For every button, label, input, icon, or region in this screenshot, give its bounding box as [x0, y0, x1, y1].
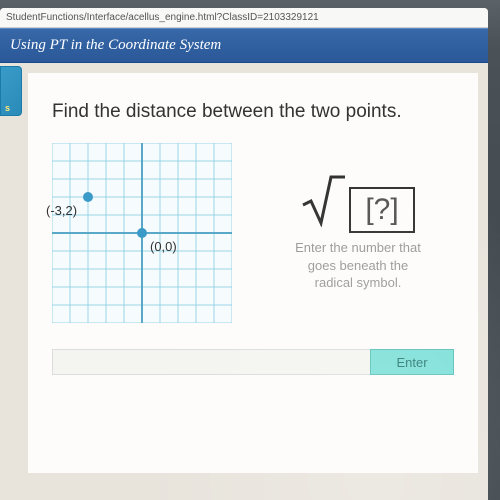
url-bar: StudentFunctions/Interface/acellus_engin…	[0, 8, 488, 28]
point-label: (-3,2)	[46, 203, 77, 218]
grid-svg	[52, 143, 232, 323]
radical-expression: [?]	[301, 171, 414, 227]
screen: StudentFunctions/Interface/acellus_engin…	[0, 8, 488, 500]
coordinate-grid: (-3,2)(0,0)	[52, 143, 232, 323]
radical-icon	[301, 171, 345, 227]
radical-panel: [?] Enter the number that goes beneath t…	[262, 143, 454, 292]
enter-button[interactable]: Enter	[370, 349, 454, 375]
hint-line-3: radical symbol.	[315, 275, 402, 290]
point-label: (0,0)	[150, 239, 177, 254]
question-text: Find the distance between the two points…	[52, 101, 454, 123]
work-row: (-3,2)(0,0) [?] Enter the number that go…	[52, 143, 454, 323]
answer-row: Enter	[52, 349, 454, 375]
laptop-frame: StudentFunctions/Interface/acellus_engin…	[0, 0, 500, 500]
hint-line-1: Enter the number that	[295, 240, 421, 255]
answer-box[interactable]: [?]	[349, 187, 414, 233]
hint-text: Enter the number that goes beneath the r…	[268, 239, 448, 292]
lesson-header: Using PT in the Coordinate System	[0, 28, 488, 63]
lesson-title: Using PT in the Coordinate System	[10, 37, 221, 53]
answer-input[interactable]	[52, 349, 370, 375]
hint-line-2: goes beneath the	[308, 258, 408, 273]
content-area: Find the distance between the two points…	[28, 73, 478, 473]
side-tab[interactable]: s	[0, 66, 22, 116]
side-tab-label: s	[5, 103, 10, 113]
